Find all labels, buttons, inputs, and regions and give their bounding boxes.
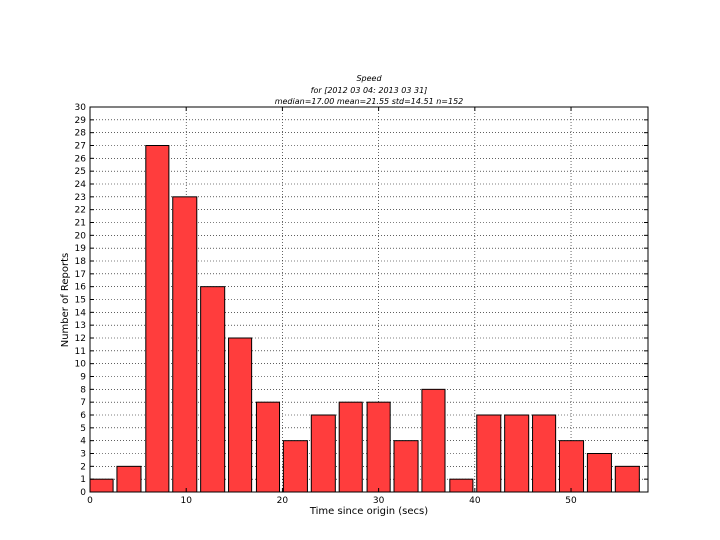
y-tick-label-30: 30 — [75, 103, 87, 113]
y-tick-label-12: 12 — [75, 334, 86, 344]
bar-19 — [614, 465, 640, 493]
y-tick-label-9: 9 — [80, 373, 86, 383]
y-tick-label-4: 4 — [80, 437, 86, 447]
y-tick-label-6: 6 — [80, 411, 86, 421]
chart-title-line-3: median=17.00 mean=21.55 std=14.51 n=152 — [275, 97, 464, 106]
y-tick-label-25: 25 — [75, 167, 86, 177]
y-axis-ticks: 0123456789101112131415161718192021222324… — [75, 103, 648, 498]
x-tick-label-0: 0 — [87, 496, 93, 506]
bar-10 — [366, 401, 391, 493]
bar-15 — [504, 414, 530, 493]
y-tick-label-20: 20 — [75, 231, 87, 241]
y-tick-label-7: 7 — [80, 398, 86, 408]
x-axis-label: Time since origin (secs) — [309, 506, 428, 517]
y-tick-label-24: 24 — [75, 180, 87, 190]
bar-2 — [145, 145, 170, 493]
bar-12 — [421, 388, 446, 493]
bar-11 — [393, 440, 419, 493]
y-tick-label-5: 5 — [80, 424, 86, 434]
y-tick-label-11: 11 — [75, 347, 86, 357]
y-tick-label-14: 14 — [75, 308, 87, 318]
x-axis-ticks: 0 10 20 30 40 50 — [87, 107, 577, 506]
y-tick-label-15: 15 — [75, 296, 86, 306]
y-tick-label-28: 28 — [75, 129, 87, 139]
bar-4 — [200, 286, 226, 493]
y-tick-label-8: 8 — [80, 385, 86, 395]
bar-3 — [172, 196, 198, 493]
y-tick-label-10: 10 — [75, 360, 87, 370]
x-tick-label-40: 40 — [469, 496, 481, 506]
x-tick-label-20: 20 — [277, 496, 289, 506]
y-tick-label-19: 19 — [75, 244, 87, 254]
chart-title: Speed for [2012 03 04: 2013 03 31] media… — [275, 74, 464, 106]
bars — [89, 145, 640, 493]
y-tick-label-17: 17 — [75, 270, 86, 280]
bar-13 — [449, 478, 474, 493]
y-tick-label-18: 18 — [75, 257, 87, 267]
bar-16 — [532, 414, 557, 493]
y-tick-label-3: 3 — [80, 450, 86, 460]
y-tick-label-29: 29 — [75, 116, 87, 126]
bar-9 — [338, 401, 363, 493]
bar-17 — [558, 440, 585, 493]
y-tick-label-21: 21 — [75, 219, 86, 229]
y-axis-label: Number of Reports — [60, 253, 71, 348]
y-tick-label-16: 16 — [75, 283, 87, 293]
y-tick-label-0: 0 — [80, 488, 86, 498]
y-tick-label-22: 22 — [75, 206, 86, 216]
x-tick-label-30: 30 — [373, 496, 385, 506]
chart-title-line-2: for [2012 03 04: 2013 03 31] — [311, 86, 428, 95]
y-tick-label-2: 2 — [80, 462, 86, 472]
bar-8 — [310, 414, 336, 493]
x-tick-label-50: 50 — [565, 496, 577, 506]
y-tick-label-27: 27 — [75, 142, 86, 152]
bar-0 — [89, 478, 114, 493]
chart-title-line-1: Speed — [356, 74, 382, 83]
x-tick-label-10: 10 — [180, 496, 192, 506]
bar-18 — [586, 453, 612, 493]
bar-14 — [476, 414, 502, 493]
bar-6 — [255, 401, 281, 493]
y-tick-label-26: 26 — [75, 154, 87, 164]
y-tick-label-1: 1 — [80, 475, 86, 485]
bar-1 — [116, 465, 142, 493]
y-tick-label-13: 13 — [75, 321, 86, 331]
bar-5 — [228, 337, 253, 493]
bar-7 — [282, 440, 308, 493]
y-tick-label-23: 23 — [75, 193, 86, 203]
